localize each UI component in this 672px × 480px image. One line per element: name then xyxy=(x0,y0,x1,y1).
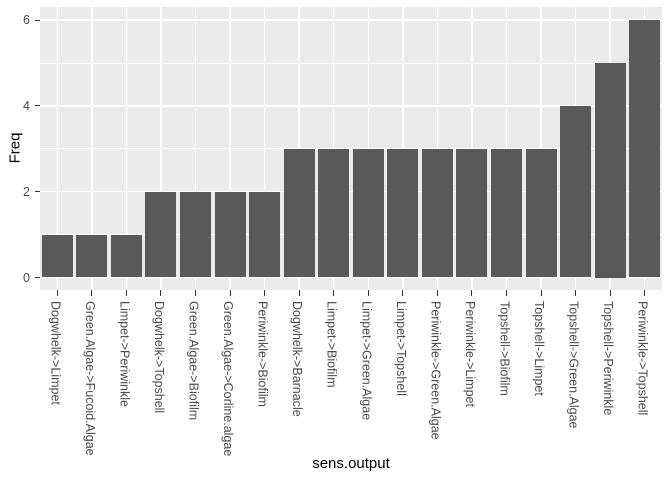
x-tick-mark xyxy=(125,290,127,296)
bar xyxy=(352,148,384,278)
vertical-gridline xyxy=(91,7,93,290)
bar xyxy=(41,234,73,278)
x-tick-mark xyxy=(540,290,542,296)
x-tick-label: Topshell->Limpet xyxy=(532,301,547,396)
bar xyxy=(560,105,592,278)
x-tick-label: Periwinkle->Green.Algae xyxy=(428,301,443,440)
vertical-gridline xyxy=(540,7,542,290)
bar xyxy=(421,148,453,278)
vertical-gridline xyxy=(505,7,508,290)
x-tick-label: Periwinkle->Limpet xyxy=(462,301,477,407)
vertical-gridline xyxy=(125,7,128,290)
x-tick-label: Green.Algae->Biofilm xyxy=(186,301,201,421)
vertical-gridline xyxy=(160,7,162,290)
bar xyxy=(594,63,626,278)
y-tick-label: 2 xyxy=(23,184,30,199)
x-tick-label: Dogwhelk->Barnacle xyxy=(290,301,305,417)
major-gridline xyxy=(40,105,662,107)
plot-panel xyxy=(40,7,662,290)
x-tick-mark xyxy=(264,290,266,296)
bar xyxy=(629,20,661,278)
x-tick-label: Topshell->Periwinkle xyxy=(601,301,616,416)
vertical-gridline xyxy=(333,7,335,290)
x-tick-label: Periwinkle->Biofilm xyxy=(255,301,270,407)
bar xyxy=(318,148,350,278)
y-tick-label: 0 xyxy=(23,270,30,285)
major-gridline xyxy=(40,276,662,279)
x-tick-mark xyxy=(333,290,335,296)
major-gridline xyxy=(40,19,662,21)
vertical-gridline xyxy=(471,7,473,290)
x-tick-label: Topshell->Biofilm xyxy=(497,301,512,396)
x-tick-mark xyxy=(575,290,577,296)
x-tick-mark xyxy=(56,290,58,296)
x-tick-mark xyxy=(609,290,611,296)
x-tick-mark xyxy=(298,290,300,296)
bar xyxy=(491,148,522,278)
x-tick-label: Dogwhelk->Limpet xyxy=(48,301,63,405)
x-tick-label: Topshell->Green.Algae xyxy=(566,301,581,429)
vertical-gridline xyxy=(402,7,404,290)
minor-gridline xyxy=(40,234,662,236)
y-tick-mark xyxy=(35,191,40,193)
y-tick-mark xyxy=(35,105,40,107)
vertical-gridline xyxy=(367,7,369,290)
vertical-gridline xyxy=(263,7,266,290)
x-tick-mark xyxy=(402,290,404,296)
x-tick-label: Dogwhelk->Topshell xyxy=(151,301,166,414)
x-tick-label: Limpet->Biofilm xyxy=(324,301,339,388)
x-tick-mark xyxy=(229,290,231,296)
x-tick-mark xyxy=(160,290,162,296)
major-gridline xyxy=(40,191,662,193)
x-tick-mark xyxy=(436,290,438,296)
y-tick-label: 6 xyxy=(23,13,30,28)
vertical-gridline xyxy=(436,7,439,290)
bar xyxy=(76,234,108,278)
x-tick-label: Limpet->Periwinkle xyxy=(117,301,132,407)
bar xyxy=(387,148,419,278)
x-tick-label: Green.Algae->Corline.algae xyxy=(221,301,236,457)
x-tick-label: Limpet->Green.Algae xyxy=(359,301,374,421)
y-tick-mark xyxy=(35,19,40,21)
bar xyxy=(283,148,315,278)
minor-gridline xyxy=(40,148,662,150)
bar xyxy=(180,191,211,278)
x-tick-mark xyxy=(505,290,508,296)
bar xyxy=(249,191,281,278)
bar xyxy=(214,191,246,278)
bar xyxy=(525,148,557,278)
x-tick-label: Green.Algae->Fucoid.Algae xyxy=(82,301,97,456)
bar xyxy=(145,191,177,278)
x-tick-mark xyxy=(91,290,93,296)
minor-gridline xyxy=(40,62,662,64)
vertical-gridline xyxy=(298,7,300,290)
x-axis-title: sens.output xyxy=(312,455,390,472)
x-tick-label: Limpet->Topshell xyxy=(393,301,408,396)
bar xyxy=(110,234,142,278)
x-tick-mark xyxy=(194,290,197,296)
vertical-gridline xyxy=(194,7,197,290)
vertical-gridline xyxy=(229,7,231,290)
x-tick-label: Periwinkle->Topshell xyxy=(635,301,650,416)
x-tick-mark xyxy=(471,290,473,296)
y-tick-label: 4 xyxy=(23,98,30,113)
x-tick-mark xyxy=(644,290,646,296)
y-axis-title: Freq xyxy=(6,132,24,164)
y-tick-mark xyxy=(35,276,40,279)
vertical-gridline xyxy=(56,7,58,290)
bar xyxy=(456,148,488,278)
x-tick-mark xyxy=(367,290,369,296)
